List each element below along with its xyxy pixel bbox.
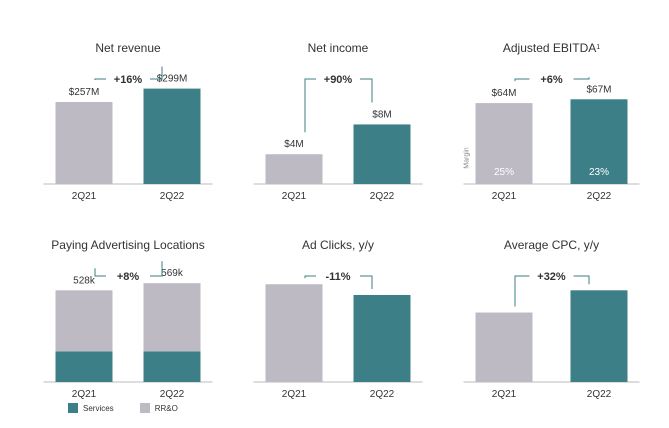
chart-3-category-2: 2Q22 <box>587 191 612 202</box>
legend-swatch-rro <box>139 403 150 413</box>
chart-6-category-2: 2Q22 <box>587 389 612 400</box>
chart-6-category-1: 2Q21 <box>492 389 517 400</box>
chart-2-change-bracket <box>304 78 373 133</box>
chart-5-change-label: -11% <box>325 271 350 283</box>
chart-4-change-bracket <box>94 261 163 277</box>
chart-4-bar-1-services <box>55 351 113 382</box>
legend-item-services: Services <box>68 403 114 413</box>
chart-1-title: Net revenue <box>95 41 161 55</box>
chart-4-bar-2-rro <box>143 283 201 352</box>
chart-2-value-label-2: $8M <box>372 109 391 120</box>
chart-1-change-bracket <box>94 66 163 81</box>
chart-6-bar-1 <box>475 312 533 382</box>
chart-2-bar-2 <box>353 124 411 184</box>
chart-1-category-2: 2Q22 <box>160 191 185 202</box>
chart-1-category-1: 2Q21 <box>72 191 97 202</box>
chart-3-inner-label-2: 23% <box>589 167 609 178</box>
chart-1-bar-1 <box>55 102 113 184</box>
chart-4-category-2: 2Q22 <box>160 389 185 400</box>
chart-5-category-1: 2Q21 <box>282 389 307 400</box>
chart-4-title: Paying Advertising Locations <box>51 238 204 252</box>
chart-4-value-label-1: 528k <box>73 275 96 286</box>
chart-3-value-label-2: $67M <box>586 84 611 95</box>
chart-2-category-1: 2Q21 <box>282 191 307 202</box>
chart-6-bar-2 <box>570 290 628 382</box>
legend-label-services: Services <box>83 403 114 413</box>
chart-4-bar-2-services <box>143 351 201 382</box>
legend-item-rro: RR&O <box>139 403 178 413</box>
chart-3-bar-1 <box>475 103 533 184</box>
chart-3-inner-label-1: 25% <box>494 167 514 178</box>
chart-3-change-bracket <box>514 77 590 82</box>
legend: Services RR&O <box>68 403 178 413</box>
chart-5-title: Ad Clicks, y/y <box>302 238 374 252</box>
chart-6-title: Average CPC, y/y <box>504 238 599 252</box>
chart-4-bar-1-rro <box>55 290 113 352</box>
chart-3-title-superscript: 1 <box>596 44 600 51</box>
chart-5-change-bracket <box>304 275 373 289</box>
chart-3-value-label-1: $64M <box>491 88 516 99</box>
chart-1-value-label-1: $257M <box>69 87 100 98</box>
chart-6-change-label: +32% <box>537 271 566 283</box>
legend-label-rro: RR&O <box>154 403 178 413</box>
chart-2-bar-1 <box>265 154 323 184</box>
chart-3-change-label: +6% <box>540 74 563 86</box>
chart-2-category-2: 2Q22 <box>370 191 395 202</box>
chart-3-axis-note: Margin <box>464 147 471 169</box>
chart-5-bar-1 <box>265 284 323 382</box>
chart-5-category-2: 2Q22 <box>370 389 395 400</box>
chart-3-category-1: 2Q21 <box>492 191 517 202</box>
chart-4-value-label-2: 569k <box>161 268 184 279</box>
chart-2-value-label-1: $4M <box>284 139 303 150</box>
chart-6-change-bracket <box>514 275 590 307</box>
chart-1-change-label: +16% <box>114 74 143 86</box>
chart-3-title: Adjusted EBITDA1 <box>503 41 600 55</box>
chart-4-category-1: 2Q21 <box>72 389 97 400</box>
chart-1-value-label-2: $299M <box>157 74 188 85</box>
chart-1-bar-2 <box>143 88 201 184</box>
legend-swatch-services <box>68 403 78 413</box>
chart-4-change-label: +8% <box>117 271 140 283</box>
chart-2-change-label: +90% <box>324 74 353 86</box>
chart-5-bar-2 <box>353 294 411 382</box>
chart-3-bar-2 <box>570 99 628 184</box>
chart-2-title: Net income <box>308 41 369 55</box>
